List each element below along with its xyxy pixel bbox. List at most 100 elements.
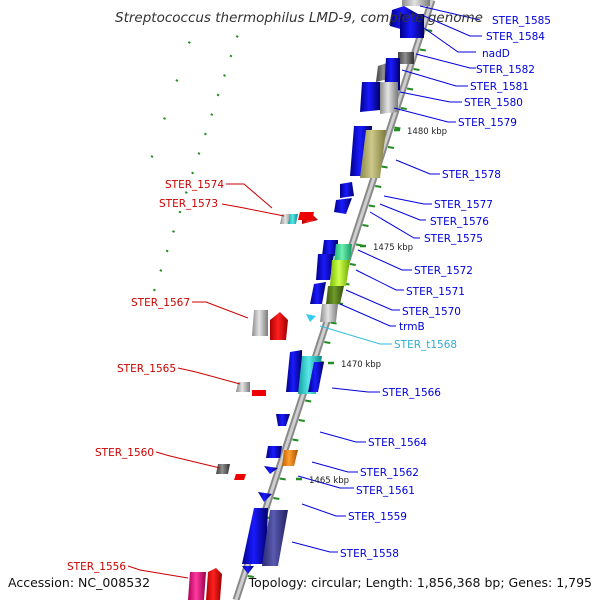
genome-title: Streptococcus thermophilus LMD-9, comple… — [115, 10, 483, 26]
scale-tick — [279, 477, 286, 481]
scale-tick — [413, 68, 420, 71]
scale-tick — [247, 575, 254, 578]
gene-trmb — [320, 304, 338, 322]
gene-ster-1578 — [350, 126, 386, 178]
label-ster-1560[interactable]: STER_1560 — [95, 447, 154, 459]
scale-label-1475: 1475 kbp — [373, 243, 413, 253]
gene-ster-1556 — [188, 568, 222, 600]
gene-ster-1558 — [242, 508, 288, 566]
label-ster-1566[interactable]: STER_1566 — [382, 387, 441, 399]
label-ster-1572[interactable]: STER_1572 — [414, 265, 473, 277]
scale-tick — [349, 263, 356, 266]
label-ster-1570[interactable]: STER_1570 — [402, 306, 461, 318]
left-leader-lines — [127, 183, 285, 579]
scale-tick — [210, 113, 214, 116]
scale-tick — [324, 341, 331, 344]
gene-ster-1565 — [236, 382, 266, 396]
label-ster-1581[interactable]: STER_1581 — [470, 81, 529, 93]
scale-tick — [298, 419, 305, 422]
label-ster-1565[interactable]: STER_1565 — [117, 363, 176, 375]
right-leader-lines — [291, 5, 482, 553]
label-trmb[interactable]: trmB — [399, 321, 425, 333]
scale-tick — [152, 288, 156, 292]
scale-tick — [191, 171, 195, 175]
gene-ster-1562 — [266, 446, 298, 466]
label-ster-1571[interactable]: STER_1571 — [406, 286, 465, 298]
scale-tick — [184, 191, 188, 194]
gene-block-dark — [398, 52, 414, 64]
scale-tick — [178, 210, 182, 214]
scale-tick — [292, 438, 299, 442]
gene-ster-1570 — [310, 282, 344, 304]
scale-tick — [172, 230, 175, 233]
scale-tick — [216, 93, 220, 97]
scale-tick — [187, 41, 191, 44]
label-ster-1556[interactable]: STER_1556 — [67, 561, 126, 573]
scale-tick — [368, 204, 376, 208]
scale-tick — [235, 35, 239, 38]
scale-tick — [381, 165, 388, 169]
label-ster-1573[interactable]: STER_1573 — [159, 198, 218, 210]
scale-label-1470: 1470 kbp — [341, 360, 381, 370]
label-nadd[interactable]: nadD — [482, 48, 510, 60]
scale-tick — [419, 48, 426, 52]
label-ster-1585[interactable]: STER_1585 — [492, 15, 551, 27]
label-ster-1574[interactable]: STER_1574 — [165, 179, 224, 191]
scale-tick — [305, 399, 312, 403]
gene-ster-1585 — [402, 0, 430, 6]
gene-features — [188, 0, 430, 600]
gene-ster-1573 — [280, 212, 314, 224]
scale-tick — [330, 321, 337, 325]
gene-ster-1576 — [334, 198, 352, 214]
left-gene-labels: STER_1574 STER_1573 STER_1567 STER_1565 … — [67, 179, 224, 573]
scale-tick — [387, 146, 395, 149]
label-ster-1578[interactable]: STER_1578 — [442, 169, 501, 181]
scale-tick — [175, 79, 179, 82]
scale-tick — [197, 152, 201, 155]
right-gene-labels: STER_1585 STER_1584 nadD STER_1582 STER_… — [340, 15, 551, 560]
scale-tick — [394, 126, 401, 130]
gene-ster-1577 — [340, 182, 354, 198]
label-ster-1580[interactable]: STER_1580 — [464, 97, 523, 109]
gene-ster-1572 — [322, 240, 352, 262]
label-ster-1575[interactable]: STER_1575 — [424, 233, 483, 245]
accession-text: Accession: NC_008532 — [8, 575, 150, 590]
scale-label-1480: 1480 kbp — [407, 127, 447, 137]
label-ster-1559[interactable]: STER_1559 — [348, 511, 407, 523]
gene-ster-1560 — [216, 464, 246, 480]
scale-tick — [163, 117, 166, 120]
scale-tick — [400, 107, 407, 110]
gene-ster-1579 — [360, 82, 380, 112]
rna-leader-line — [319, 325, 392, 345]
gene-ster-1571 — [316, 254, 350, 286]
scale-tick — [223, 74, 226, 77]
label-ster-1561[interactable]: STER_1561 — [356, 485, 415, 497]
scale-tick — [406, 87, 414, 91]
label-ster-1576[interactable]: STER_1576 — [430, 216, 489, 228]
gene-ster-1567 — [252, 310, 288, 340]
scale-tick — [165, 249, 169, 253]
scale-tick — [159, 269, 163, 272]
label-ster-t1568[interactable]: STER_t1568 — [394, 339, 457, 351]
scale-tick — [273, 497, 280, 500]
label-ster-1562[interactable]: STER_1562 — [360, 467, 419, 479]
label-ster-1579[interactable]: STER_1579 — [458, 117, 517, 129]
scale-tick — [150, 155, 154, 158]
label-ster-1564[interactable]: STER_1564 — [368, 437, 427, 449]
gene-ster-t1568 — [306, 314, 316, 322]
genome-summary-text: Topology: circular; Length: 1,856,368 bp… — [248, 575, 592, 590]
scale-label-1465: 1465 kbp — [309, 476, 349, 486]
scale-tick — [203, 132, 207, 136]
scale-tick — [229, 54, 233, 58]
scale-tick — [362, 224, 369, 227]
gene-ster-1566 — [286, 350, 324, 394]
label-ster-1567[interactable]: STER_1567 — [131, 297, 190, 309]
label-ster-1577[interactable]: STER_1577 — [434, 199, 493, 211]
gene-nadd — [400, 14, 424, 38]
label-ster-1584[interactable]: STER_1584 — [486, 31, 545, 43]
scale-tick — [375, 185, 382, 188]
gene-ster-1561 — [264, 466, 278, 474]
label-ster-1582[interactable]: STER_1582 — [476, 64, 535, 76]
label-ster-1558[interactable]: STER_1558 — [340, 548, 399, 560]
